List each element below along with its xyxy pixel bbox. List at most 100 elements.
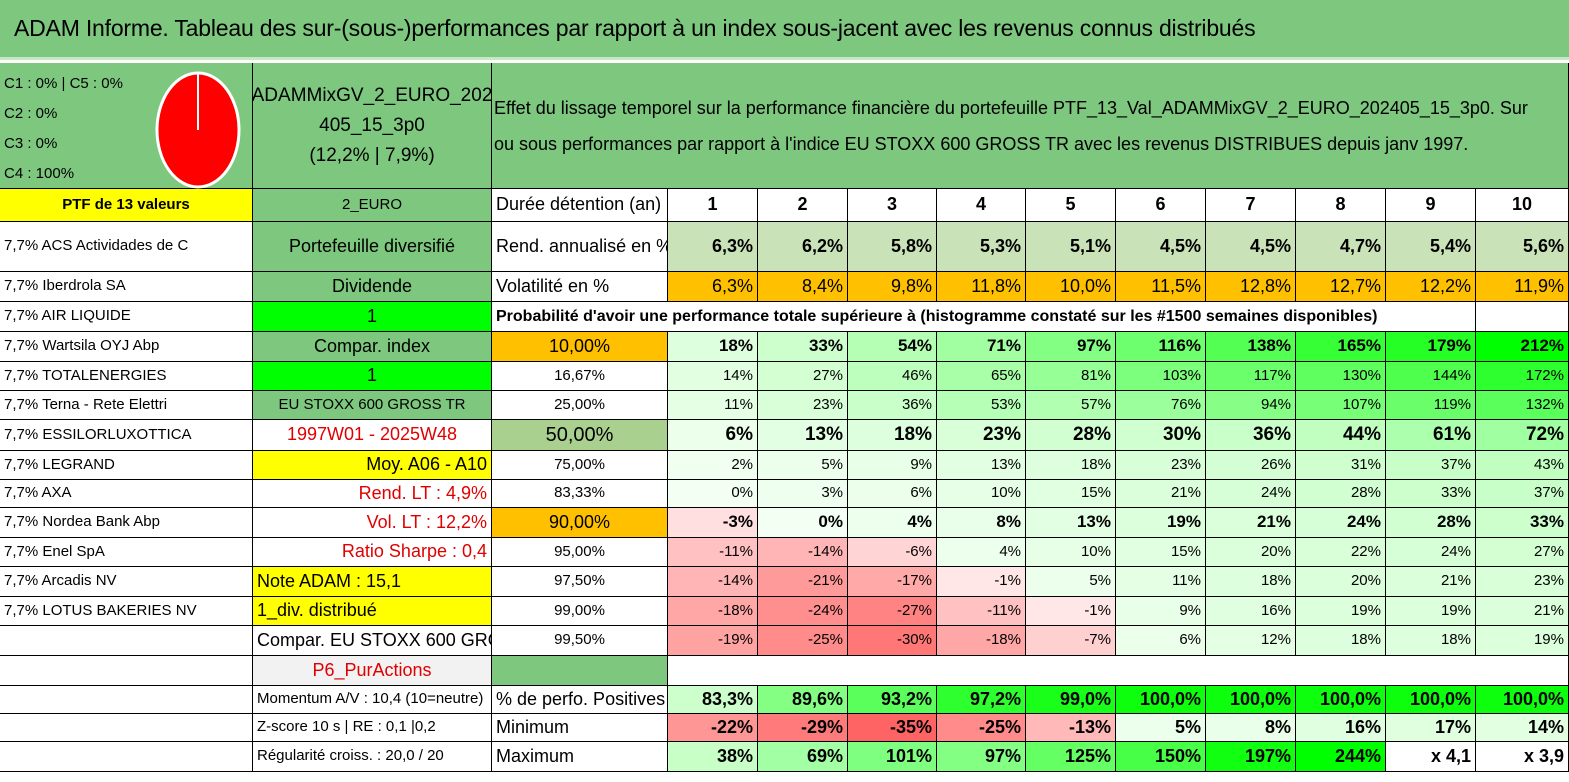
quantile-value: 27%: [758, 362, 848, 391]
quantile-value: 24%: [1206, 480, 1296, 508]
quantile-value: 19%: [1386, 597, 1476, 626]
holding-row: [0, 656, 253, 686]
quantile-value: 4%: [848, 508, 937, 538]
stat-label: Minimum: [492, 714, 668, 742]
stat-value: 5%: [1116, 714, 1206, 742]
quantile-value: 54%: [848, 332, 937, 362]
description: Effet du lissage temporel sur la perform…: [492, 63, 1569, 189]
stat-value: 93,2%: [848, 686, 937, 714]
info-cell: 2_EURO: [253, 189, 492, 222]
info-cell: Moy. A06 - A10: [253, 451, 492, 480]
stat-value: 244%: [1296, 742, 1386, 772]
quantile-value: 10%: [937, 480, 1026, 508]
quantile-value: 15%: [1026, 480, 1116, 508]
return-value: 5,1%: [1026, 222, 1116, 272]
volatility-value: 12,7%: [1296, 272, 1386, 302]
stat-value: -35%: [848, 714, 937, 742]
quantile-value: 2%: [668, 451, 758, 480]
class-legend-line: C2 : 0%: [4, 105, 58, 122]
quantile-value: 20%: [1206, 538, 1296, 567]
return-label: Rend. annualisé en %: [492, 222, 668, 272]
stat-value: 97,2%: [937, 686, 1026, 714]
quantile-value: 23%: [1476, 567, 1569, 597]
holding-row: 7,7% TOTALENERGIES: [0, 362, 253, 391]
quantile-value: 11%: [1116, 567, 1206, 597]
quantile-value: 0%: [758, 508, 848, 538]
quantile-value: 94%: [1206, 391, 1296, 420]
class-legend-line: C3 : 0%: [4, 135, 58, 152]
year-header: 6: [1116, 189, 1206, 222]
year-header: 9: [1386, 189, 1476, 222]
return-value: 5,4%: [1386, 222, 1476, 272]
quantile-value: 18%: [1386, 626, 1476, 656]
portfolio-perf: (12,2% | 7,9%): [309, 144, 435, 166]
quantile-value: -11%: [937, 597, 1026, 626]
info-cell: Rend. LT : 4,9%: [253, 480, 492, 508]
quantile-value: 10%: [1026, 538, 1116, 567]
allocation-pie-chart: [155, 71, 241, 189]
holding-row: 7,7% Wartsila OYJ Abp: [0, 332, 253, 362]
stat-value: 100,0%: [1296, 686, 1386, 714]
return-value: 6,3%: [668, 222, 758, 272]
class-legend-line: C1 : 0% | C5 : 0%: [4, 75, 123, 92]
quantile-value: -17%: [848, 567, 937, 597]
quantile-value: -7%: [1026, 626, 1116, 656]
quantile-value: 36%: [848, 391, 937, 420]
holding-row: 7,7% AXA: [0, 480, 253, 508]
info-cell: Note ADAM : 15,1: [253, 567, 492, 597]
quantile-value: 46%: [848, 362, 937, 391]
quantile-value: 11%: [668, 391, 758, 420]
quantile-value: 14%: [668, 362, 758, 391]
year-header: 8: [1296, 189, 1386, 222]
quantile-value: -24%: [758, 597, 848, 626]
stat-value: 101%: [848, 742, 937, 772]
quantile-value: -30%: [848, 626, 937, 656]
quantile-value: 23%: [937, 420, 1026, 451]
description-line1: Effet du lissage temporel sur la perform…: [494, 97, 1528, 118]
info-cell: 1_div. distribué: [253, 597, 492, 626]
stat-value: 8%: [1206, 714, 1296, 742]
stat-value: 69%: [758, 742, 848, 772]
stat-value: 16%: [1296, 714, 1386, 742]
quantile-value: 81%: [1026, 362, 1116, 391]
year-header: 2: [758, 189, 848, 222]
volatility-value: 12,2%: [1386, 272, 1476, 302]
quantile-label: 99,00%: [492, 597, 668, 626]
quantile-value: 6%: [848, 480, 937, 508]
quantile-label: 75,00%: [492, 451, 668, 480]
blank-cell: [668, 656, 1569, 686]
class-legend-line: C4 : 100%: [4, 165, 75, 182]
quantile-value: 18%: [1206, 567, 1296, 597]
volatility-value: 12,8%: [1206, 272, 1296, 302]
quantile-value: -11%: [668, 538, 758, 567]
quantile-label: 83,33%: [492, 480, 668, 508]
year-header: 5: [1026, 189, 1116, 222]
holding-row: 7,7% ACS Actividades de C: [0, 222, 253, 272]
quantile-value: 22%: [1296, 538, 1386, 567]
quantile-value: 28%: [1296, 480, 1386, 508]
duration-label: Durée détention (an): [492, 189, 668, 222]
quantile-value: 37%: [1476, 480, 1569, 508]
stat-value: 97%: [937, 742, 1026, 772]
volatility-value: 8,4%: [758, 272, 848, 302]
quantile-value: 21%: [1386, 567, 1476, 597]
quantile-value: 165%: [1296, 332, 1386, 362]
quantile-value: 9%: [848, 451, 937, 480]
quantile-value: 53%: [937, 391, 1026, 420]
quantile-value: 103%: [1116, 362, 1206, 391]
quantile-value: 19%: [1116, 508, 1206, 538]
info-cell: 1: [253, 362, 492, 391]
volatility-value: 10,0%: [1026, 272, 1116, 302]
quantile-label: 95,00%: [492, 538, 668, 567]
quantile-value: 20%: [1296, 567, 1386, 597]
quantile-label: 50,00%: [492, 420, 668, 451]
quantile-value: -18%: [937, 626, 1026, 656]
quantile-value: 130%: [1296, 362, 1386, 391]
quantile-label: 99,50%: [492, 626, 668, 656]
stat-value: 100,0%: [1386, 686, 1476, 714]
stat-value: 100,0%: [1116, 686, 1206, 714]
volatility-value: 11,9%: [1476, 272, 1569, 302]
quantile-value: 24%: [1386, 538, 1476, 567]
quantile-value: -1%: [937, 567, 1026, 597]
